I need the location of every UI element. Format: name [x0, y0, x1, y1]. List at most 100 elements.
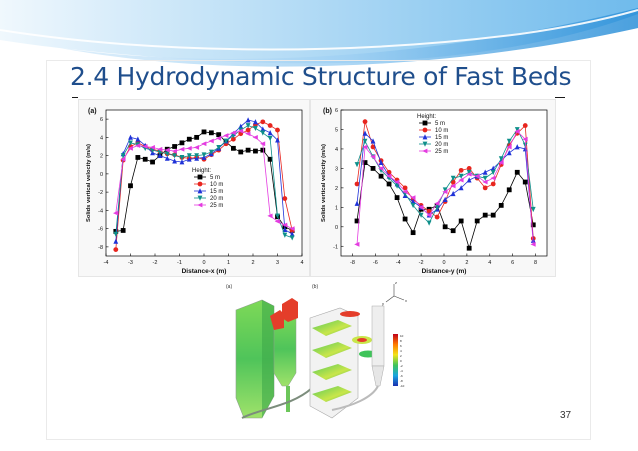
y-axis-label: Solids vertical velocity (m/s)	[86, 144, 92, 222]
x-tick-label: 8	[534, 260, 537, 266]
data-point	[128, 134, 133, 140]
y-tick-label: 2	[335, 186, 338, 192]
data-point	[458, 185, 464, 191]
data-point	[378, 159, 384, 165]
legend-entry: 15 m	[210, 189, 223, 195]
data-point	[490, 175, 496, 181]
data-point	[150, 159, 155, 165]
colorbar-tick-label: -10	[400, 384, 405, 388]
data-point	[378, 173, 384, 179]
data-point	[394, 179, 400, 185]
data-point	[522, 123, 528, 128]
data-point	[482, 169, 488, 175]
data-point	[498, 202, 504, 208]
data-point	[450, 179, 456, 185]
legend-title: Height:	[417, 114, 436, 120]
x-tick-label: 2	[465, 260, 468, 266]
render-label-b: (b)	[312, 284, 318, 290]
data-point	[354, 218, 360, 224]
data-point	[530, 241, 536, 247]
data-point	[223, 138, 229, 144]
data-point	[402, 189, 408, 195]
data-point	[237, 128, 244, 134]
data-point	[482, 212, 488, 218]
legend-entry: 20 m	[210, 196, 223, 202]
colorbar-tick-label: 2	[400, 354, 402, 358]
data-point	[498, 160, 504, 165]
data-point	[426, 208, 432, 214]
data-point	[362, 160, 368, 165]
colorbar-tick-label: 0	[400, 359, 402, 363]
data-point	[522, 136, 528, 142]
data-point	[216, 132, 222, 138]
data-point	[245, 123, 251, 129]
data-point	[434, 214, 440, 220]
y-tick-label: 1	[335, 205, 338, 211]
slide-title: 2.4 Hydrodynamic Structure of Fast Beds	[70, 62, 572, 91]
data-point	[402, 216, 408, 222]
data-point	[245, 127, 251, 133]
data-point	[490, 169, 496, 176]
data-point	[418, 204, 424, 210]
data-point	[253, 125, 258, 132]
axis-label-z: z	[395, 280, 397, 285]
data-point	[506, 187, 512, 193]
data-point	[354, 181, 360, 187]
data-point	[450, 183, 456, 189]
data-point	[223, 133, 229, 138]
data-point	[172, 153, 177, 159]
data-point	[128, 183, 133, 189]
data-point	[362, 119, 368, 125]
x-tick-label: -4	[396, 260, 401, 266]
x-tick-label: -4	[104, 260, 109, 266]
data-point	[282, 226, 288, 232]
data-point	[164, 147, 170, 153]
y-tick-label: 5	[335, 127, 338, 133]
data-point	[354, 200, 360, 206]
data-point	[370, 166, 376, 171]
data-point	[201, 129, 207, 135]
data-point	[179, 140, 185, 146]
data-point	[426, 212, 432, 218]
legend-entry: 10 m	[210, 182, 223, 188]
data-point	[394, 195, 400, 200]
data-point	[410, 198, 416, 204]
data-point	[458, 177, 464, 183]
y-tick-label: 0	[335, 225, 338, 231]
data-point	[186, 145, 192, 151]
legend-entry: 25 m	[210, 203, 223, 209]
y-tick-label: -2	[98, 190, 103, 196]
data-point	[194, 153, 200, 159]
data-point	[458, 167, 464, 173]
legend-marker	[422, 148, 428, 154]
data-point	[127, 145, 133, 151]
data-point	[208, 149, 214, 155]
data-point	[506, 144, 512, 150]
data-point	[442, 196, 448, 202]
legend-marker	[422, 120, 428, 126]
data-point	[245, 131, 251, 137]
render-label-a: (a)	[226, 284, 232, 290]
data-point	[514, 144, 520, 150]
data-point	[267, 213, 273, 219]
x-tick-label: 1	[227, 260, 230, 266]
data-point	[282, 196, 288, 201]
data-point	[113, 210, 119, 216]
data-point	[482, 185, 488, 191]
data-point	[275, 213, 280, 219]
x-tick-label: 0	[202, 260, 205, 266]
data-point	[354, 241, 360, 247]
content-frame	[46, 60, 591, 440]
x-tick-label: -2	[419, 260, 424, 266]
data-point	[201, 141, 207, 147]
data-point	[394, 183, 400, 189]
colorbar-tick-label: -6	[400, 374, 403, 378]
data-point	[128, 140, 133, 146]
series-25m	[113, 128, 295, 232]
y-tick-label: 6	[100, 117, 103, 123]
data-point	[157, 152, 163, 159]
data-point	[442, 224, 448, 230]
data-point	[490, 181, 496, 187]
data-point	[193, 145, 200, 150]
